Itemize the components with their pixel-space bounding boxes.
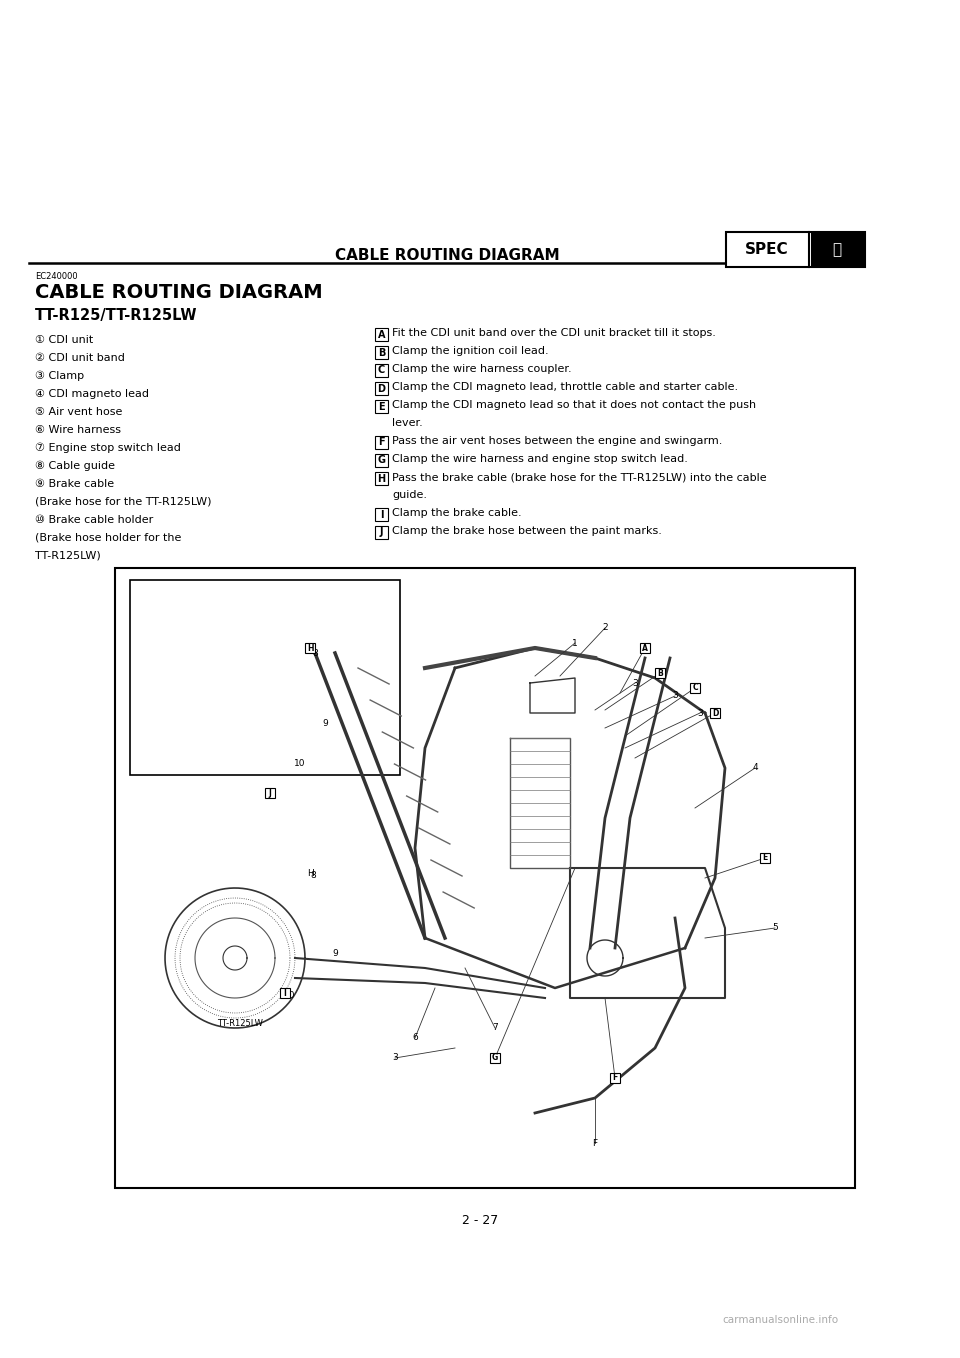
Text: CABLE ROUTING DIAGRAM: CABLE ROUTING DIAGRAM <box>35 282 323 301</box>
Text: H: H <box>306 869 313 877</box>
Text: Pass the air vent hoses between the engine and swingarm.: Pass the air vent hoses between the engi… <box>392 436 722 445</box>
Text: 2: 2 <box>602 623 608 633</box>
Text: Clamp the wire harness and engine stop switch lead.: Clamp the wire harness and engine stop s… <box>392 454 688 464</box>
Text: Pass the brake cable (brake hose for the TT-R125LW) into the cable: Pass the brake cable (brake hose for the… <box>392 473 767 482</box>
Bar <box>726 232 865 268</box>
Text: Clamp the CDI magneto lead so that it does not contact the push: Clamp the CDI magneto lead so that it do… <box>392 401 756 410</box>
Text: D: D <box>711 709 718 717</box>
Bar <box>640 642 650 653</box>
Text: F: F <box>378 437 385 448</box>
Text: A: A <box>377 330 385 340</box>
Text: 8: 8 <box>312 649 318 657</box>
Text: lever.: lever. <box>392 418 422 428</box>
Bar <box>375 364 388 378</box>
Bar <box>280 989 290 998</box>
Text: Clamp the brake hose between the paint marks.: Clamp the brake hose between the paint m… <box>392 526 661 536</box>
Text: 3: 3 <box>672 691 678 701</box>
Text: ④ CDI magneto lead: ④ CDI magneto lead <box>35 388 149 399</box>
Text: D: D <box>377 383 386 394</box>
Text: ⑤ Air vent hose: ⑤ Air vent hose <box>35 407 122 417</box>
Text: 7: 7 <box>492 1024 498 1032</box>
Text: Fit the CDI unit band over the CDI unit bracket till it stops.: Fit the CDI unit band over the CDI unit … <box>392 329 716 338</box>
Text: 3: 3 <box>697 709 703 717</box>
Text: J: J <box>269 789 272 797</box>
Text: 10: 10 <box>295 759 305 767</box>
Text: guide.: guide. <box>392 490 427 500</box>
Text: Clamp the brake cable.: Clamp the brake cable. <box>392 508 521 517</box>
Bar <box>490 1052 500 1063</box>
Text: C: C <box>378 365 385 376</box>
Text: 3: 3 <box>392 1054 397 1062</box>
Bar <box>130 580 400 775</box>
Text: Clamp the CDI magneto lead, throttle cable and starter cable.: Clamp the CDI magneto lead, throttle cab… <box>392 382 738 392</box>
Text: TT-R125LW): TT-R125LW) <box>35 551 101 561</box>
Text: (Brake hose holder for the: (Brake hose holder for the <box>35 532 181 543</box>
Text: H: H <box>307 644 313 652</box>
Bar <box>375 436 388 449</box>
Text: 2 - 27: 2 - 27 <box>462 1214 498 1226</box>
Bar <box>375 526 388 539</box>
Text: G: G <box>377 455 386 466</box>
Text: ① CDI unit: ① CDI unit <box>35 335 93 345</box>
Bar <box>375 401 388 413</box>
Bar <box>115 568 855 1188</box>
Text: ⑥ Wire harness: ⑥ Wire harness <box>35 425 121 435</box>
Bar <box>375 454 388 467</box>
Text: EC240000: EC240000 <box>35 272 78 281</box>
Bar <box>690 683 700 693</box>
Text: TT-R125/TT-R125LW: TT-R125/TT-R125LW <box>35 308 198 323</box>
Text: 1: 1 <box>572 638 578 648</box>
Text: 8: 8 <box>310 872 316 880</box>
Text: A: A <box>642 644 648 652</box>
Bar <box>655 668 665 678</box>
Bar <box>375 329 388 341</box>
Text: ⑩ Brake cable holder: ⑩ Brake cable holder <box>35 515 154 526</box>
Text: 3: 3 <box>632 679 637 687</box>
Bar <box>265 788 275 799</box>
Bar <box>375 508 388 521</box>
Text: 4: 4 <box>753 763 757 773</box>
Text: carmanualsonline.info: carmanualsonline.info <box>722 1315 838 1325</box>
Text: ⑦ Engine stop switch lead: ⑦ Engine stop switch lead <box>35 443 180 454</box>
Text: I: I <box>380 509 383 520</box>
Text: H: H <box>377 474 386 483</box>
Text: ③ Clamp: ③ Clamp <box>35 371 84 382</box>
Text: Clamp the wire harness coupler.: Clamp the wire harness coupler. <box>392 364 571 373</box>
Text: 6: 6 <box>412 1033 418 1043</box>
Bar <box>610 1073 620 1082</box>
Text: 9: 9 <box>323 718 328 728</box>
Text: F: F <box>612 1074 617 1082</box>
Text: CABLE ROUTING DIAGRAM: CABLE ROUTING DIAGRAM <box>335 249 560 263</box>
Text: ② CDI unit band: ② CDI unit band <box>35 353 125 363</box>
Text: I: I <box>283 989 286 998</box>
Text: 10: 10 <box>284 991 296 1001</box>
Text: SPEC: SPEC <box>745 242 788 257</box>
Text: ⑨ Brake cable: ⑨ Brake cable <box>35 479 114 489</box>
Bar <box>375 473 388 485</box>
Bar <box>375 346 388 359</box>
Text: TT-R125LW: TT-R125LW <box>217 1018 263 1028</box>
Text: (Brake hose for the TT-R125LW): (Brake hose for the TT-R125LW) <box>35 497 211 507</box>
Text: B: B <box>378 348 385 357</box>
Text: 5: 5 <box>772 923 778 933</box>
Bar <box>760 853 770 862</box>
Text: Clamp the ignition coil lead.: Clamp the ignition coil lead. <box>392 346 548 356</box>
Text: G: G <box>492 1054 498 1062</box>
Text: B: B <box>658 668 662 678</box>
Text: J: J <box>380 527 383 538</box>
Text: 9: 9 <box>332 948 338 957</box>
Text: F: F <box>592 1138 597 1148</box>
Bar <box>811 232 865 268</box>
Bar <box>375 382 388 395</box>
Bar <box>710 708 720 718</box>
Text: ⑧ Cable guide: ⑧ Cable guide <box>35 460 115 471</box>
Text: E: E <box>762 853 768 862</box>
Text: 🔧: 🔧 <box>832 242 841 257</box>
Text: E: E <box>378 402 385 411</box>
Text: C: C <box>692 683 698 693</box>
Bar <box>305 642 315 653</box>
